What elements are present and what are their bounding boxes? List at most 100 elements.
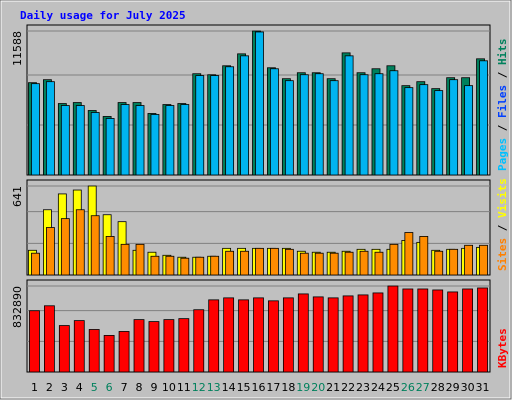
bar [449,248,459,276]
bar [238,299,249,373]
bar [90,112,100,176]
separator: / [496,218,509,238]
legend-label: Files [496,85,509,118]
bar [297,293,309,373]
x-tick-label: 30 [461,381,475,394]
bar [477,287,488,373]
bar [447,291,459,373]
bar [342,295,354,373]
bar [462,288,473,373]
y-tick-label: 11588 [11,31,24,66]
bar [46,81,55,176]
bar [225,250,235,276]
bar [135,243,145,276]
bar [434,90,444,176]
side-label: Sites / Visits [496,178,509,271]
bar [359,74,369,176]
bar [31,252,40,276]
bar [88,329,100,373]
bar [282,297,294,373]
bar [389,243,399,276]
x-tick-label: 24 [371,381,385,394]
x-tick-label: 10 [162,381,176,394]
bar [314,73,324,176]
x-tick-label: 28 [431,381,445,394]
bar [344,251,354,276]
bar [404,87,414,176]
bar [75,105,85,176]
bar [402,288,414,373]
bar [180,257,190,276]
x-tick-label: 23 [356,381,370,394]
side-label: Pages / Files / Hits [496,39,509,172]
bar [314,252,324,276]
bar [372,292,384,373]
x-tick-label: 7 [121,381,128,394]
x-tick-label: 17 [266,381,280,394]
side-label: KBytes [496,328,509,368]
bar [464,244,473,276]
bar [118,331,130,373]
y-tick-label: 641 [11,186,24,207]
x-tick-label: 2 [46,381,53,394]
x-tick-label: 5 [91,381,98,394]
bar [419,236,429,276]
x-tick-label: 3 [61,381,68,394]
x-tick-label: 1 [31,381,38,394]
bar [312,296,324,373]
bar [75,209,85,276]
bar [120,243,130,276]
bar [374,251,384,276]
bar [223,297,235,373]
x-tick-label: 20 [311,381,325,394]
bar [150,114,160,176]
x-tick-label: 12 [192,381,206,394]
bar [210,255,220,276]
chart-title: Daily usage for July 2025 [20,9,186,22]
bar [105,236,115,276]
bar [419,84,429,176]
x-tick-label: 18 [281,381,295,394]
bar [120,104,130,176]
bar [29,310,40,373]
x-tick-label: 25 [386,381,400,394]
x-tick-label: 9 [150,381,157,394]
x-tick-label: 6 [106,381,113,394]
bar [60,218,70,276]
bar [389,70,399,176]
bar [225,66,235,176]
bar [163,319,175,373]
x-tick-label: 27 [416,381,430,394]
bar [270,68,279,176]
bar [417,288,429,373]
bar [432,289,444,373]
legend-label: Sites [496,238,509,271]
bar [253,297,264,373]
bar [208,299,220,373]
legend-label: Pages [496,138,509,171]
y-tick-label: 832890 [11,286,24,328]
x-tick-label: 13 [207,381,221,394]
legend-label: Hits [496,39,509,66]
bar [103,335,115,373]
x-tick-label: 19 [296,381,310,394]
bar [255,31,264,176]
x-tick-label: 14 [222,381,236,394]
x-tick-label: 4 [76,381,83,394]
bar [284,80,294,176]
separator: / [496,118,509,138]
bar [255,247,264,276]
x-tick-label: 22 [341,381,355,394]
bar [329,252,339,276]
bar [344,55,354,176]
bar [299,252,309,276]
bar [240,55,249,176]
legend-label: Visits [496,178,509,218]
bar [195,256,205,276]
bar [434,250,444,276]
bar [327,297,339,373]
bar [449,79,459,176]
bar [105,118,115,176]
bar [31,83,40,176]
